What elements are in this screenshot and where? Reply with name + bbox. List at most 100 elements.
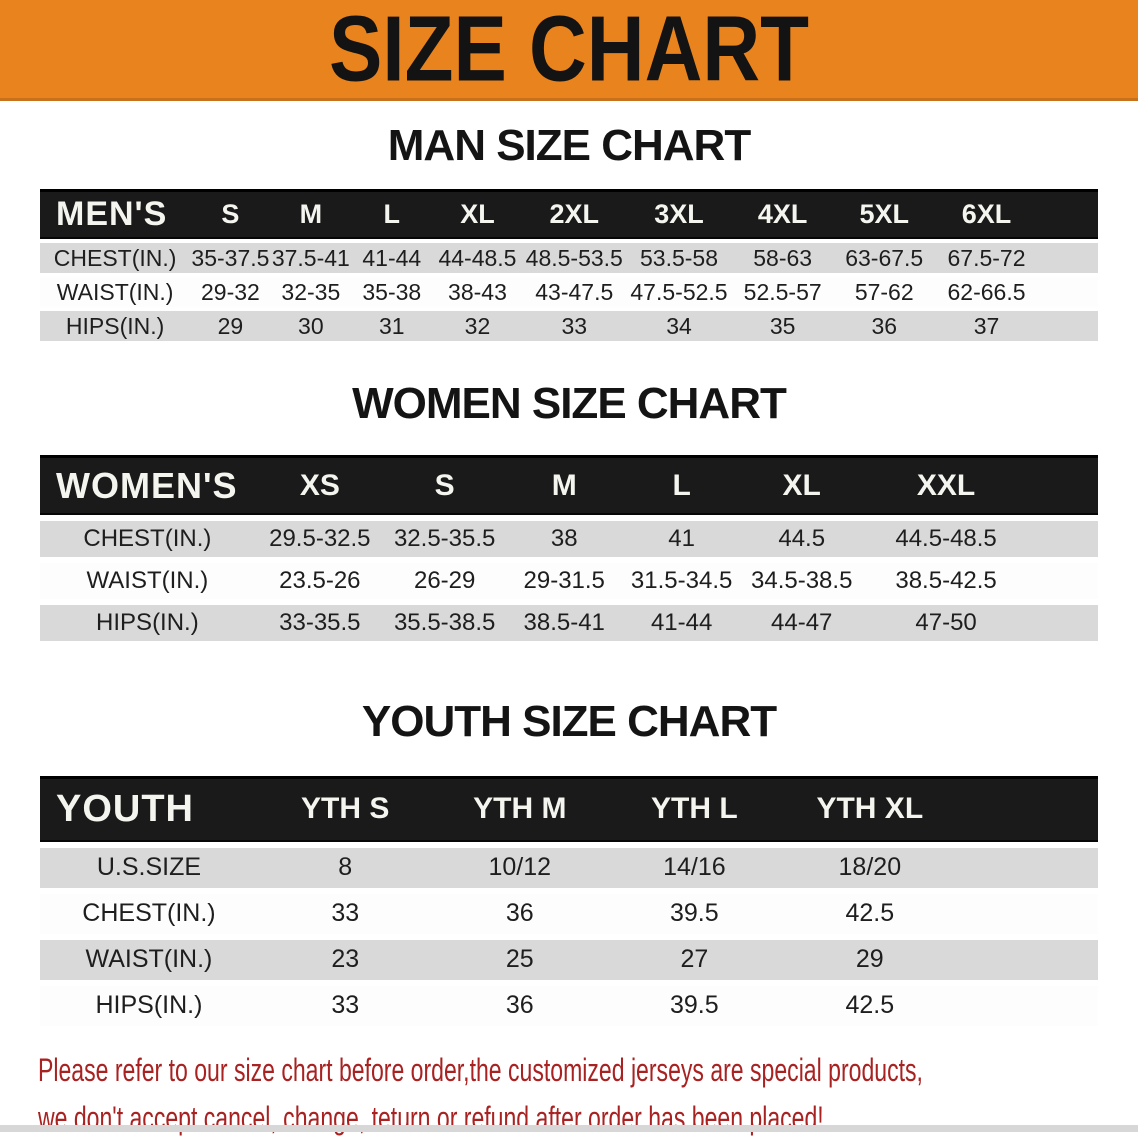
- size-column-header: M: [504, 455, 624, 516]
- youth-header-row: YOUTH YTH S YTH M YTH L YTH XL: [40, 775, 1098, 842]
- row-label: CHEST(IN.): [40, 521, 255, 558]
- table-cell: 32: [432, 311, 523, 342]
- table-cell: 48.5-53.5: [522, 243, 627, 274]
- table-cell: 44-48.5: [432, 243, 523, 274]
- table-cell: 43-47.5: [522, 277, 627, 308]
- table-cell: 27: [607, 939, 782, 980]
- row-label: WAIST(IN.): [40, 563, 255, 600]
- men-table-title: MEN'S: [40, 189, 191, 240]
- youth-chest-row: CHEST(IN.) 33 36 39.5 42.5: [40, 893, 1098, 934]
- table-cell: 33: [257, 893, 433, 934]
- table-cell: 39.5: [607, 985, 782, 1026]
- women-section-heading: WOMEN SIZE CHART: [352, 379, 787, 429]
- youth-ussize-row: U.S.SIZE 8 10/12 14/16 18/20: [40, 847, 1098, 888]
- size-column-header: S: [384, 455, 505, 516]
- table-cell: 35-37.5: [190, 243, 271, 274]
- youth-table-title: YOUTH: [40, 775, 258, 842]
- table-cell: 44.5-48.5: [864, 521, 1098, 558]
- size-column-header: XS: [254, 455, 385, 516]
- women-header-row: WOMEN'S XS S M L XL XXL: [40, 455, 1098, 516]
- table-cell: 23.5-26: [254, 563, 385, 600]
- size-column-header: L: [351, 189, 433, 240]
- size-column-header: 5XL: [833, 189, 936, 240]
- table-cell: 35-38: [351, 277, 433, 308]
- row-label: HIPS(IN.): [40, 605, 255, 642]
- table-cell: 31.5-34.5: [623, 563, 740, 600]
- table-cell: 62-66.5: [935, 277, 1098, 308]
- table-cell: 34.5-38.5: [739, 563, 865, 600]
- table-cell: 29-31.5: [504, 563, 624, 600]
- men-header-row: MEN'S S M L XL 2XL 3XL 4XL 5XL 6XL: [40, 189, 1098, 240]
- size-column-header: YTH M: [432, 775, 608, 842]
- table-cell: 38-43: [432, 277, 523, 308]
- size-column-header: YTH XL: [781, 775, 1098, 842]
- note-line-1: Please refer to our size chart before or…: [38, 1051, 923, 1088]
- table-cell: 26-29: [384, 563, 505, 600]
- table-cell: 44-47: [739, 605, 865, 642]
- table-cell: 63-67.5: [833, 243, 936, 274]
- table-cell: 47-50: [864, 605, 1098, 642]
- table-cell: 39.5: [607, 893, 782, 934]
- table-cell: 42.5: [781, 893, 1098, 934]
- table-cell: 32.5-35.5: [384, 521, 505, 558]
- table-cell: 41-44: [623, 605, 740, 642]
- table-cell: 35.5-38.5: [384, 605, 505, 642]
- youth-waist-row: WAIST(IN.) 23 25 27 29: [40, 939, 1098, 980]
- table-cell: 38: [504, 521, 624, 558]
- men-chest-row: CHEST(IN.) 35-37.5 37.5-41 41-44 44-48.5…: [40, 243, 1098, 274]
- size-column-header: XL: [739, 455, 865, 516]
- table-cell: 33-35.5: [254, 605, 385, 642]
- bottom-strip: [0, 1125, 1138, 1132]
- size-column-header: XL: [432, 189, 523, 240]
- women-table-title: WOMEN'S: [40, 455, 255, 516]
- table-cell: 58-63: [731, 243, 834, 274]
- youth-size-table: YOUTH YTH S YTH M YTH L YTH XL U.S.SIZE …: [40, 770, 1098, 1032]
- women-section: WOMEN SIZE CHART WOMEN'S XS S M L XL XXL: [0, 379, 1138, 647]
- table-cell: 35: [731, 311, 834, 342]
- table-cell: 38.5-42.5: [864, 563, 1098, 600]
- table-cell: 33: [522, 311, 627, 342]
- size-column-header: 4XL: [731, 189, 834, 240]
- youth-section: YOUTH SIZE CHART YOUTH YTH S YTH M YTH L…: [0, 699, 1138, 1031]
- row-label: WAIST(IN.): [40, 939, 258, 980]
- women-hips-row: HIPS(IN.) 33-35.5 35.5-38.5 38.5-41 41-4…: [40, 605, 1098, 642]
- table-cell: 57-62: [833, 277, 936, 308]
- table-cell: 33: [257, 985, 433, 1026]
- table-cell: 18/20: [781, 847, 1098, 888]
- women-size-table: WOMEN'S XS S M L XL XXL CHEST(IN.) 29.5-…: [40, 449, 1098, 647]
- size-column-header: 2XL: [522, 189, 627, 240]
- size-column-header: L: [623, 455, 740, 516]
- size-column-header: YTH L: [607, 775, 782, 842]
- note-line-2: we don't accept cancel, change, teturn o…: [38, 1099, 824, 1136]
- table-cell: 29-32: [190, 277, 271, 308]
- youth-hips-row: HIPS(IN.) 33 36 39.5 42.5: [40, 985, 1098, 1026]
- size-column-header: M: [270, 189, 352, 240]
- table-cell: 44.5: [739, 521, 865, 558]
- table-cell: 31: [351, 311, 433, 342]
- table-cell: 37: [935, 311, 1098, 342]
- women-waist-row: WAIST(IN.) 23.5-26 26-29 29-31.5 31.5-34…: [40, 563, 1098, 600]
- table-cell: 32-35: [270, 277, 352, 308]
- table-cell: 29.5-32.5: [254, 521, 385, 558]
- table-cell: 41-44: [351, 243, 433, 274]
- table-cell: 36: [432, 985, 608, 1026]
- size-column-header: S: [190, 189, 271, 240]
- table-cell: 25: [432, 939, 608, 980]
- men-section: MAN SIZE CHART MEN'S S M L XL 2XL 3XL 4X…: [0, 121, 1138, 345]
- table-cell: 36: [432, 893, 608, 934]
- men-waist-row: WAIST(IN.) 29-32 32-35 35-38 38-43 43-47…: [40, 277, 1098, 308]
- table-cell: 29: [190, 311, 271, 342]
- table-cell: 30: [270, 311, 352, 342]
- row-label: CHEST(IN.): [40, 893, 258, 934]
- men-size-table: MEN'S S M L XL 2XL 3XL 4XL 5XL 6XL CHEST…: [40, 185, 1098, 345]
- youth-section-heading: YOUTH SIZE CHART: [361, 697, 777, 747]
- table-cell: 34: [626, 311, 732, 342]
- women-chest-row: CHEST(IN.) 29.5-32.5 32.5-35.5 38 41 44.…: [40, 521, 1098, 558]
- page-title: SIZE CHART: [329, 0, 809, 101]
- row-label: U.S.SIZE: [40, 847, 258, 888]
- men-section-heading: MAN SIZE CHART: [387, 121, 751, 170]
- row-label: HIPS(IN.): [40, 311, 191, 342]
- row-label: HIPS(IN.): [40, 985, 258, 1026]
- table-cell: 38.5-41: [504, 605, 624, 642]
